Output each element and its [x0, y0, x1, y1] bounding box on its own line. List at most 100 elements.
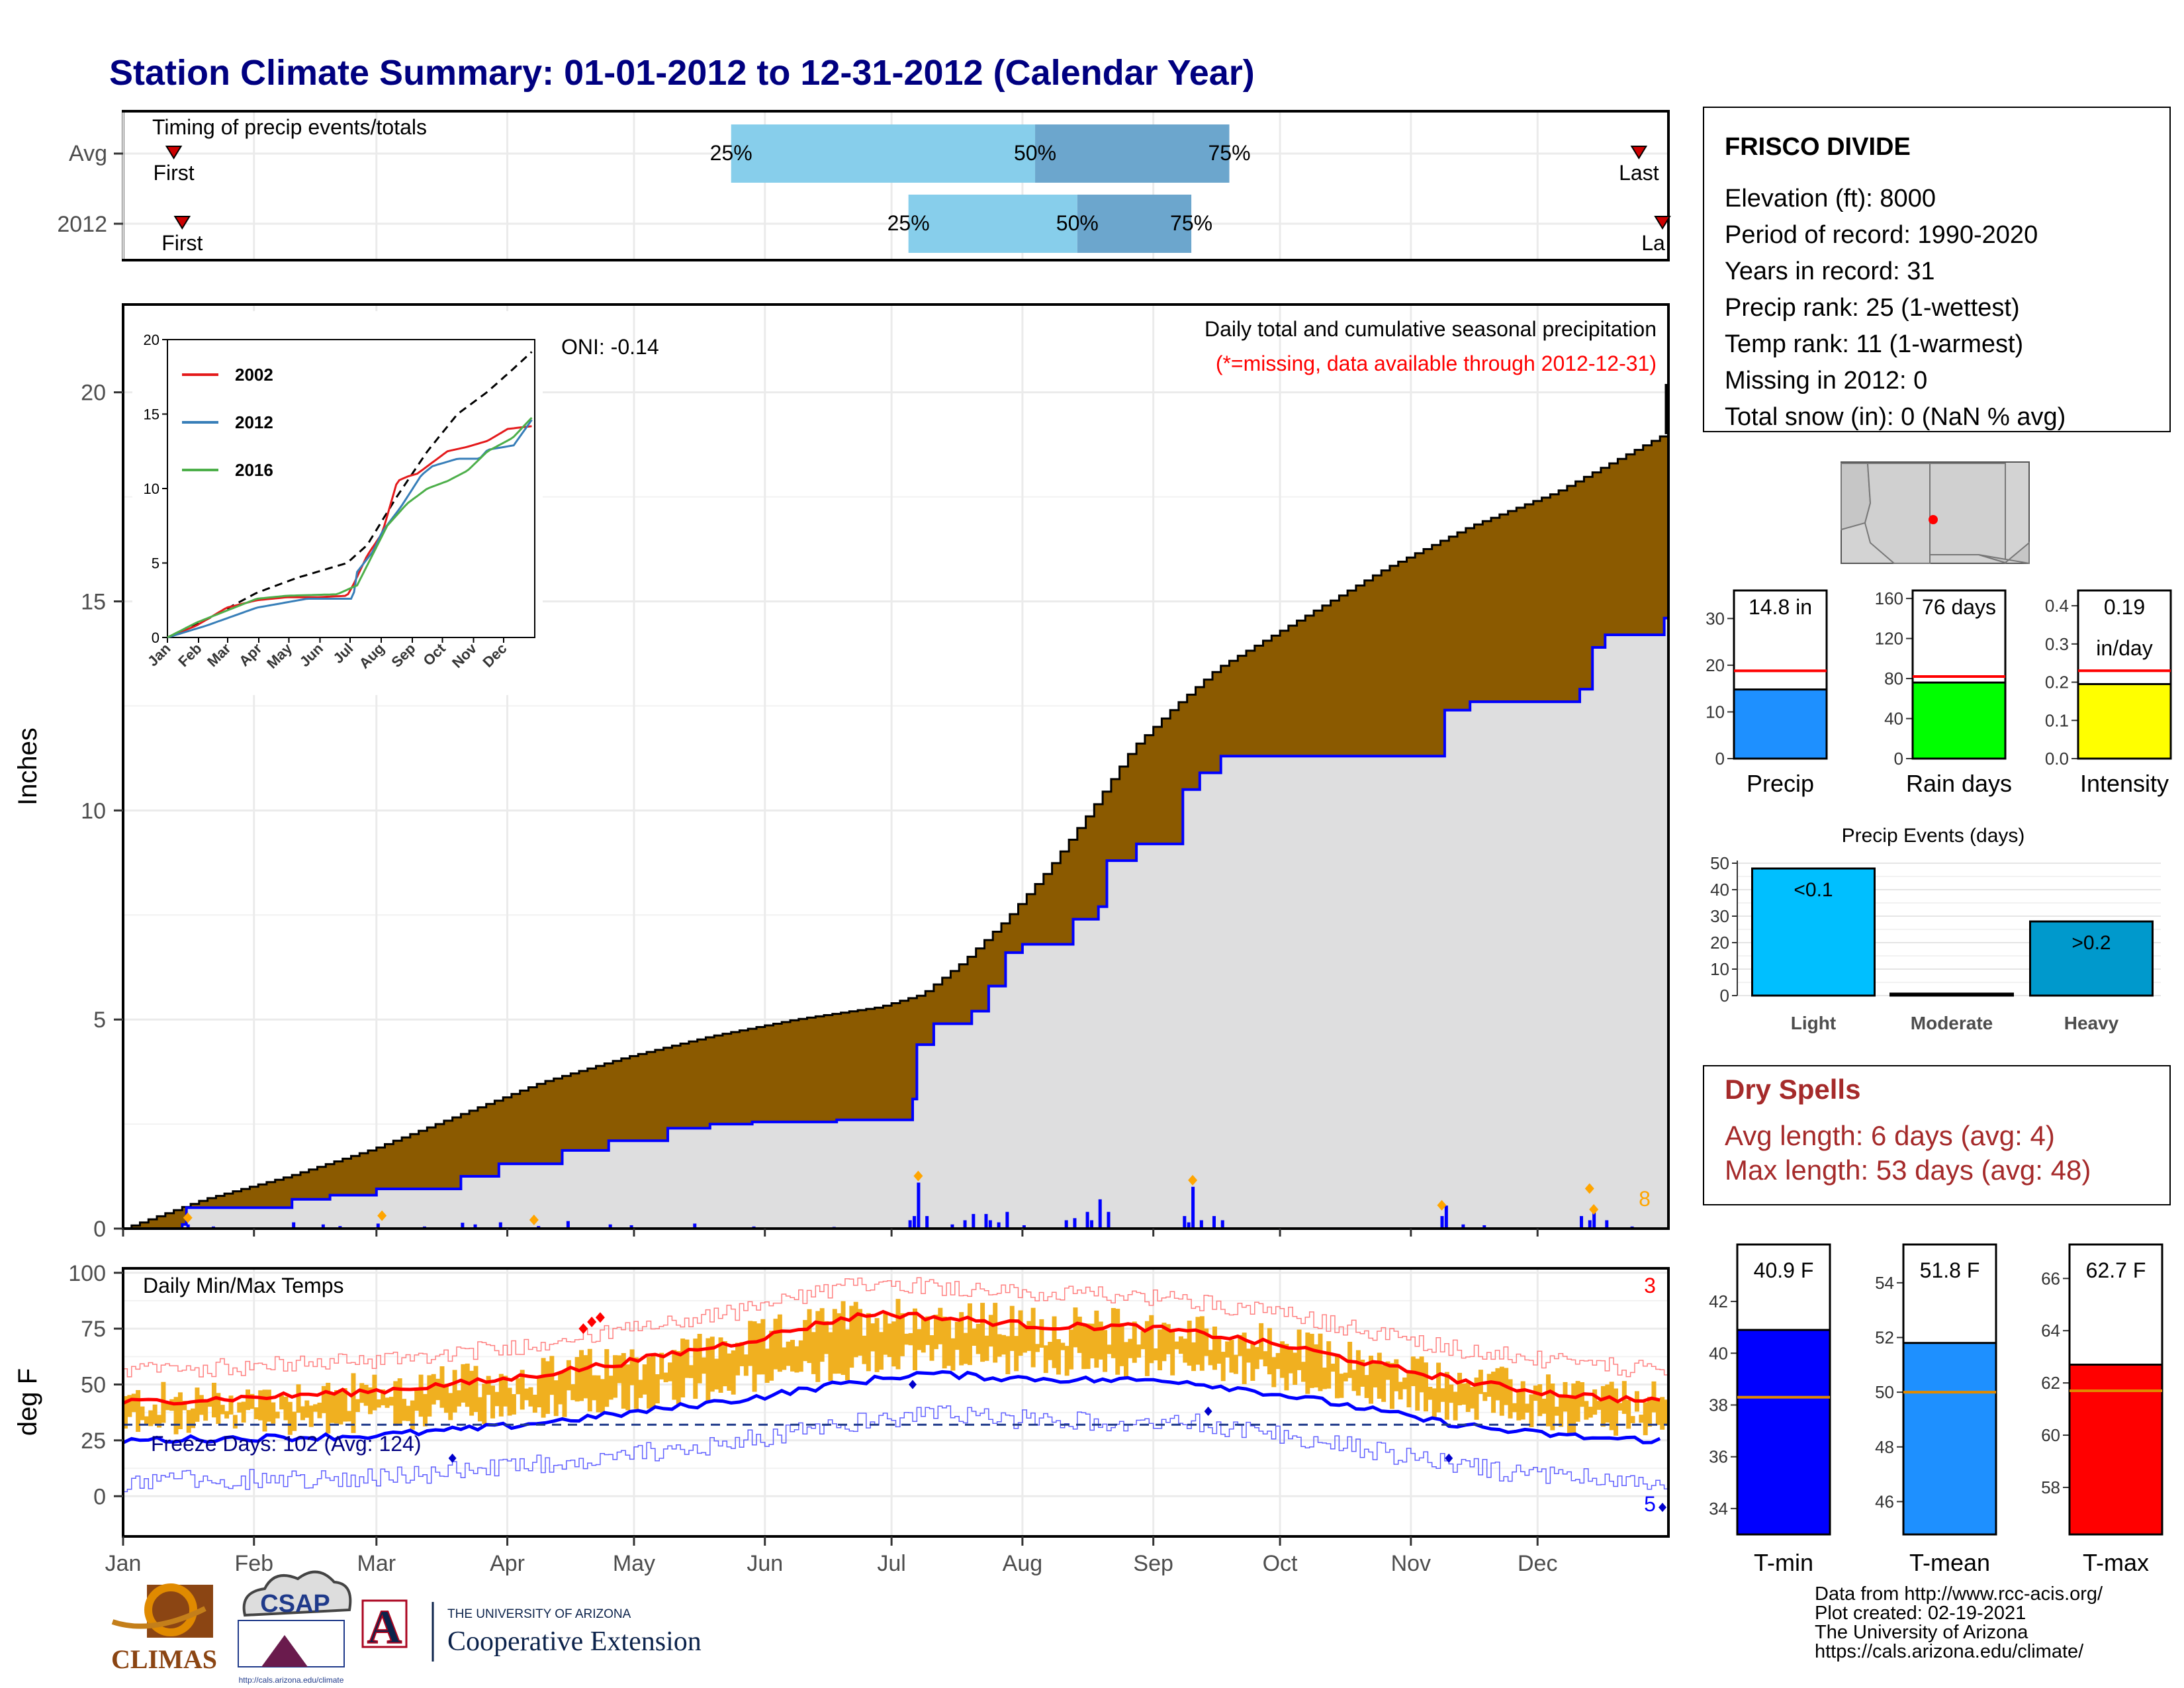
- daily-temp-range-bar: [938, 1307, 943, 1344]
- footer-credits: Data from http://www.rcc-acis.org/ Plot …: [1815, 1583, 2103, 1662]
- daily-precip-bar: [566, 1221, 570, 1229]
- record-high-envelope: [123, 1277, 1668, 1378]
- temp-bar-value: [2068, 1364, 2163, 1536]
- record-precip-diamond: [377, 1210, 387, 1221]
- daily-temp-range-bar: [988, 1315, 993, 1347]
- daily-temp-range-bar: [1242, 1333, 1247, 1384]
- daily-temp-range-bar: [195, 1387, 200, 1422]
- precip-missing-note: (*=missing, data available through 2012-…: [1216, 352, 1657, 375]
- daily-temp-range-bar: [1398, 1382, 1403, 1400]
- daily-temp-range-bar: [764, 1348, 770, 1383]
- daily-temp-range-bar: [722, 1341, 727, 1387]
- daily-temp-range-bar: [203, 1401, 208, 1421]
- timing-q75-label: 75%: [1208, 141, 1250, 165]
- daily-temp-range-bar: [216, 1393, 221, 1425]
- inset-series-line-2002: [167, 425, 532, 639]
- daily-temp-range-bar: [246, 1389, 250, 1411]
- daily-temp-range-bar: [714, 1358, 719, 1389]
- daily-temp-range-bar: [351, 1373, 356, 1433]
- daily-temp-range-bar: [946, 1319, 952, 1366]
- daily-precip-bar: [950, 1224, 954, 1229]
- events-category-label: Moderate: [1911, 1013, 1993, 1033]
- daily-temp-range-bar: [541, 1358, 546, 1418]
- inset-legend-label: 2002: [235, 365, 273, 385]
- daily-temp-range-bar: [359, 1383, 365, 1403]
- daily-temp-range-bar: [1191, 1342, 1197, 1372]
- timing-panel-title: Timing of precip events/totals: [152, 115, 427, 139]
- precip-y-tick-label: 20: [81, 381, 106, 406]
- daily-precip-bar: [963, 1220, 967, 1229]
- daily-precip-bar: [984, 1213, 988, 1229]
- daily-temp-range-bar: [579, 1350, 584, 1401]
- daily-precip-bar: [988, 1220, 992, 1229]
- daily-precip-bar: [292, 1222, 296, 1229]
- daily-temp-range-bar: [275, 1411, 280, 1419]
- daily-temp-range-bar: [1630, 1416, 1635, 1423]
- daily-temp-range-bar: [959, 1312, 964, 1366]
- record-precip-diamond: [183, 1212, 193, 1223]
- record-low-envelope: [123, 1405, 1668, 1493]
- first-event-marker: [173, 216, 191, 230]
- daily-temp-range-bar: [1056, 1338, 1061, 1375]
- mini-bar-label: Intensity: [2080, 770, 2169, 797]
- daily-temp-range-bar: [1470, 1387, 1475, 1409]
- daily-temp-range-bar: [891, 1321, 897, 1367]
- daily-temp-range-bar: [207, 1399, 212, 1407]
- events-bar-heavy: [2029, 920, 2154, 997]
- daily-temp-range-bar: [680, 1338, 686, 1398]
- dry-spells-max-length: Max length: 53 days (avg: 48): [1725, 1154, 2091, 1186]
- temp-bar-label: T-mean: [1909, 1549, 1990, 1576]
- daily-temp-range-bar: [929, 1335, 934, 1361]
- daily-temp-range-bar: [1170, 1332, 1175, 1376]
- daily-temp-range-bar: [811, 1332, 816, 1374]
- inset-y-tick-label: 10: [144, 481, 159, 497]
- daily-temp-range-bar: [1660, 1397, 1665, 1430]
- temp-bar-y-tick-label: 64: [2041, 1321, 2060, 1340]
- daily-temp-range-bar: [443, 1383, 449, 1413]
- mini-bar-y-tick-label: 0: [1894, 749, 1903, 769]
- daily-temp-range-bar: [435, 1378, 441, 1401]
- daily-temp-range-bar: [224, 1411, 230, 1419]
- daily-precip-bar: [1107, 1211, 1111, 1229]
- inset-y-tick-label: 0: [152, 630, 159, 646]
- daily-temp-range-bar: [1284, 1344, 1289, 1391]
- daily-temp-range-bar: [1195, 1317, 1201, 1365]
- temp-bar-value-label: 40.9 F: [1754, 1258, 1814, 1282]
- daily-temp-range-bar: [1305, 1332, 1310, 1394]
- daily-temp-range-bar: [1600, 1385, 1606, 1427]
- daily-temp-range-bar: [697, 1333, 702, 1383]
- daily-temp-range-bar: [895, 1299, 901, 1370]
- daily-temp-range-bar: [933, 1314, 938, 1350]
- daily-temp-range-bar: [241, 1401, 246, 1423]
- daily-temp-range-bar: [368, 1387, 373, 1415]
- record-high-diamond: [587, 1317, 597, 1327]
- csap-mountain: [261, 1635, 308, 1667]
- daily-precip-bar: [608, 1224, 612, 1229]
- daily-temp-range-bar: [558, 1372, 563, 1405]
- station-precip-rank: Precip rank: 25 (1-wettest): [1725, 294, 2020, 322]
- daily-temp-range-bar: [469, 1370, 475, 1416]
- temp-bar-y-tick-label: 66: [2041, 1268, 2060, 1288]
- daily-temp-range-bar: [376, 1399, 381, 1408]
- daily-temp-range-bar: [878, 1332, 884, 1370]
- daily-temp-range-bar: [507, 1387, 512, 1416]
- temp-y-tick-label: 25: [81, 1429, 106, 1454]
- daily-temp-range-bar: [832, 1309, 837, 1374]
- daily-temp-range-bar: [1043, 1345, 1048, 1374]
- dry-spells-avg-length: Avg length: 6 days (avg: 4): [1725, 1120, 2055, 1151]
- daily-temp-range-bar: [608, 1376, 614, 1400]
- daily-temp-range-bar: [1128, 1338, 1133, 1358]
- daily-temp-range-bar: [127, 1395, 132, 1417]
- daily-precip-bar: [1005, 1211, 1009, 1229]
- mini-bar-y-tick-label: 120: [1875, 629, 1903, 649]
- daily-temp-range-bar: [1614, 1388, 1619, 1436]
- inset-series-line-2012: [167, 419, 533, 639]
- daily-temp-range-bar: [321, 1385, 326, 1413]
- daily-temp-range-bar: [617, 1355, 622, 1383]
- daily-temp-range-bar: [702, 1357, 707, 1374]
- daily-precip-bar: [376, 1223, 380, 1229]
- precip-panel-title: Daily total and cumulative seasonal prec…: [1205, 317, 1657, 341]
- daily-temp-range-bar: [363, 1385, 369, 1406]
- daily-temp-range-bar: [828, 1332, 833, 1382]
